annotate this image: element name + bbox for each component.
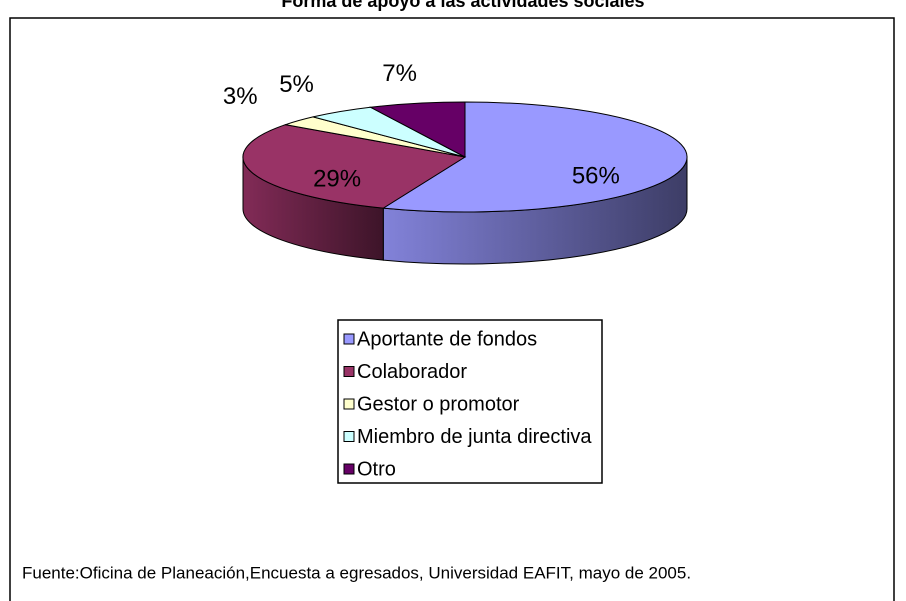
source-note: Fuente:Oficina de Planeación,Encuesta a … bbox=[22, 563, 691, 582]
legend-label: Gestor o promotor bbox=[357, 393, 520, 415]
legend-label: Otro bbox=[357, 458, 396, 480]
legend-swatch bbox=[343, 398, 355, 410]
legend-swatch bbox=[343, 366, 355, 377]
legend-swatch bbox=[343, 431, 355, 442]
data-label: 3% bbox=[223, 83, 258, 110]
legend-label: Miembro de junta directiva bbox=[357, 426, 592, 448]
legend-label: Aportante de fondos bbox=[357, 328, 537, 350]
data-label: 5% bbox=[279, 71, 314, 98]
legend-label: Colaborador bbox=[357, 361, 467, 383]
chart-title: Forma de apoyo a las actividades sociale… bbox=[281, 0, 644, 11]
legend-swatch bbox=[343, 463, 355, 475]
pie-slice bbox=[242, 124, 467, 209]
data-label: 29% bbox=[313, 166, 361, 193]
data-label: 56% bbox=[572, 163, 620, 190]
pie-slice bbox=[368, 101, 466, 158]
legend-box bbox=[337, 319, 603, 484]
legend-swatch bbox=[343, 333, 355, 345]
pie-slice bbox=[381, 101, 688, 213]
data-label: 7% bbox=[382, 60, 417, 87]
